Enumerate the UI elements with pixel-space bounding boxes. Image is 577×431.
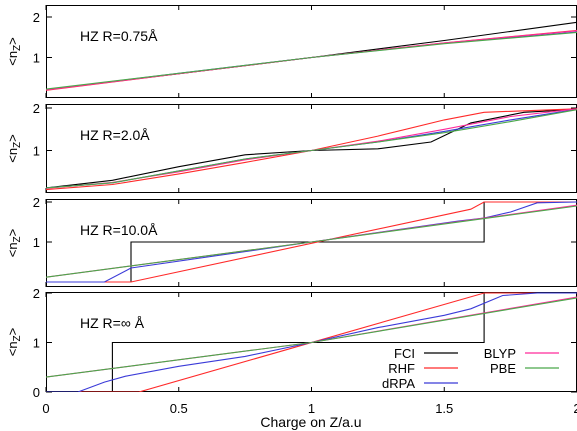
panel-1: 2 1 <nZ> HZ R=0.75Å [5, 5, 577, 98]
panel-2: 2 1 <nZ> HZ R=2.0Å [5, 101, 577, 193]
x-axis-label: Charge on Z/a.u [260, 414, 361, 430]
y-axis-label: <nZ> [5, 134, 23, 163]
series-group [46, 201, 577, 283]
x-tick-label: 1 [308, 401, 315, 416]
series-line-pbe [46, 205, 577, 278]
panel-3: 2 1 <nZ> HZ R=10.0Å [5, 195, 577, 287]
y-axis-label: <nZ> [5, 37, 23, 66]
panel-4: 2 1 0 <nZ> HZ R=∞ Å [5, 286, 577, 400]
y-tick-label: 1 [33, 336, 40, 351]
series-line-pbe [46, 31, 577, 90]
panel-label: HZ R=10.0Å [80, 222, 158, 238]
y-axis-label: <nZ> [5, 328, 23, 357]
legend-label-drpa: dRPA [382, 376, 415, 391]
y-tick-label: 0 [33, 385, 40, 400]
y-axis-label: <nZ> [5, 229, 23, 258]
x-tick-label: 2 [573, 401, 577, 416]
y-tick-label: 2 [33, 195, 40, 210]
y-tick-label: 1 [33, 235, 40, 250]
series-line-blyp [46, 108, 577, 189]
x-tick-label: 1.5 [435, 401, 453, 416]
legend-label-fci: FCI [394, 346, 415, 361]
series-line-fci [46, 108, 577, 189]
panel-frame [46, 5, 577, 98]
legend-label-pbe: PBE [490, 361, 516, 376]
series-group [46, 108, 577, 191]
series-line-pbe [46, 109, 577, 189]
legend-label-blyp: BLYP [484, 346, 516, 361]
y-tick-label: 2 [33, 286, 40, 301]
y-tick-label: 2 [33, 10, 40, 25]
panel-label: HZ R=0.75Å [80, 28, 158, 44]
y-tick-label: 2 [33, 101, 40, 116]
x-tick-label: 0.5 [170, 401, 188, 416]
x-tick-label: 0 [42, 401, 49, 416]
panels-layer: 2 1 <nZ> HZ R=0.75Å 2 1 <nZ> HZ R=2.0Å 2 1 <nZ> HZ … [5, 5, 577, 416]
series-line-drpa [46, 201, 577, 283]
series-line-drpa [46, 108, 577, 189]
series-line-pbe [46, 297, 577, 378]
panel-label: HZ R=∞ Å [80, 315, 145, 331]
legend-label-rhf: RHF [388, 361, 415, 376]
y-tick-label: 1 [33, 51, 40, 66]
panel-label: HZ R=2.0Å [80, 127, 150, 143]
y-tick-label: 1 [33, 144, 40, 159]
series-group [46, 292, 577, 392]
series-group [46, 21, 577, 91]
